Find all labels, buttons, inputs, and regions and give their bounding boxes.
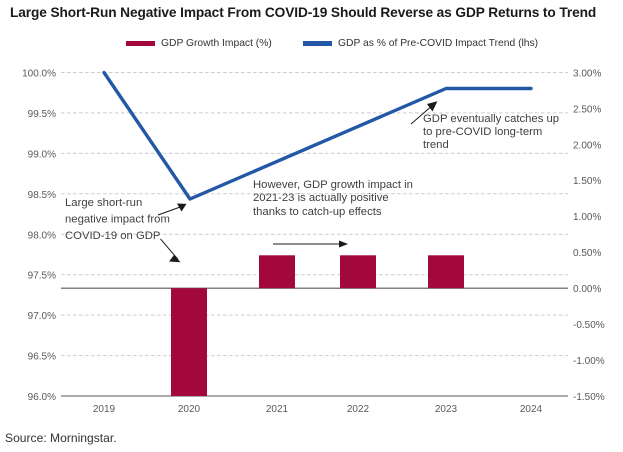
svg-text:2020: 2020 [178, 404, 201, 415]
svg-text:-1.00%: -1.00% [573, 356, 605, 367]
svg-text:2021-23 is actually positive: 2021-23 is actually positive [253, 192, 389, 204]
svg-text:97.5%: 97.5% [28, 271, 56, 282]
svg-text:to pre-COVID long-term: to pre-COVID long-term [423, 126, 542, 138]
svg-text:3.00%: 3.00% [573, 69, 601, 80]
svg-text:0.00%: 0.00% [573, 284, 601, 295]
svg-text:COVID-19 on GDP: COVID-19 on GDP [65, 230, 160, 242]
svg-text:2024: 2024 [520, 404, 543, 415]
svg-text:thanks to catch-up effects: thanks to catch-up effects [253, 206, 382, 218]
svg-text:99.0%: 99.0% [28, 149, 56, 160]
svg-text:-1.50%: -1.50% [573, 392, 605, 403]
svg-text:trend: trend [423, 139, 449, 151]
svg-text:2023: 2023 [435, 404, 458, 415]
svg-text:2021: 2021 [266, 404, 289, 415]
svg-text:98.0%: 98.0% [28, 230, 56, 241]
svg-text:negative impact from: negative impact from [65, 214, 170, 226]
svg-text:98.5%: 98.5% [28, 190, 56, 201]
svg-text:2.00%: 2.00% [573, 140, 601, 151]
svg-text:GDP eventually catches up: GDP eventually catches up [423, 113, 559, 125]
svg-text:However, GDP growth impact in: However, GDP growth impact in [253, 179, 413, 191]
svg-text:2022: 2022 [347, 404, 370, 415]
svg-text:1.50%: 1.50% [573, 176, 601, 187]
svg-text:2019: 2019 [93, 404, 116, 415]
svg-text:100.0%: 100.0% [22, 69, 56, 80]
svg-text:Large short-run: Large short-run [65, 197, 142, 209]
svg-text:99.5%: 99.5% [28, 109, 56, 120]
svg-text:0.50%: 0.50% [573, 248, 601, 259]
svg-text:97.0%: 97.0% [28, 311, 56, 322]
svg-text:96.0%: 96.0% [28, 392, 56, 403]
svg-text:96.5%: 96.5% [28, 352, 56, 363]
svg-text:1.00%: 1.00% [573, 212, 601, 223]
svg-text:-0.50%: -0.50% [573, 320, 605, 331]
svg-text:2.50%: 2.50% [573, 104, 601, 115]
